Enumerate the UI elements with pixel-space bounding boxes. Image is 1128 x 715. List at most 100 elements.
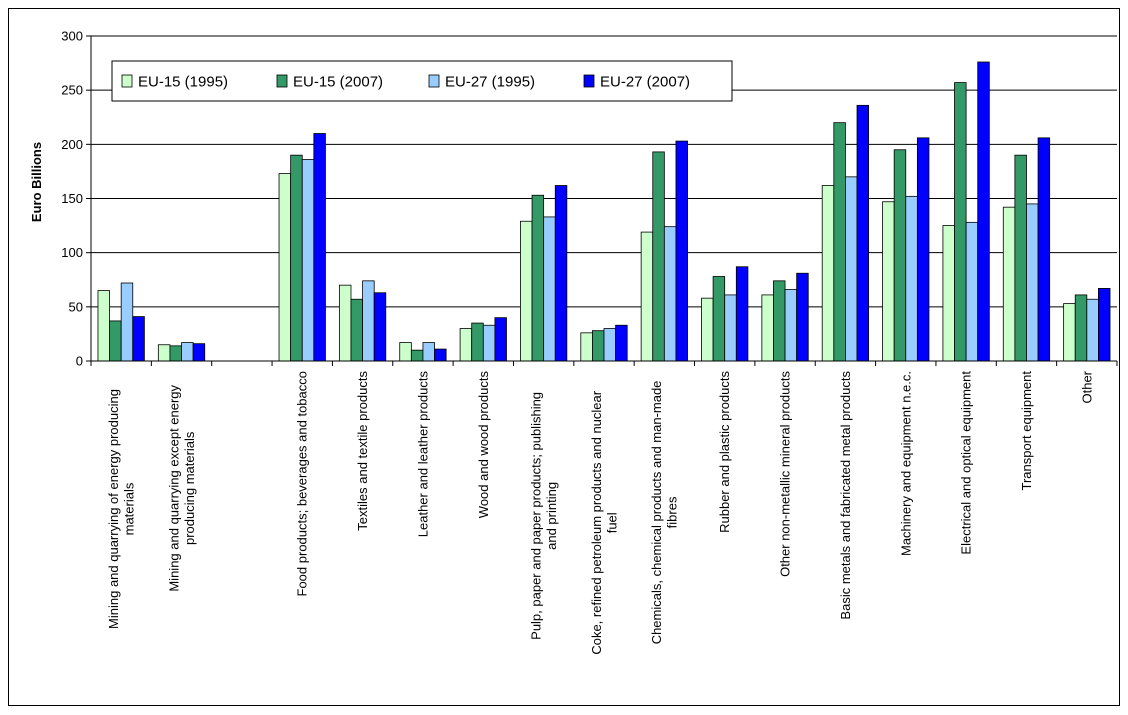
category-label-3: Food products; beverages and tobacco [295,371,310,596]
bar-series-3-cat-13 [916,137,930,362]
bar-series-2-cat-7 [543,216,556,362]
bar-series-2-cat-4 [362,280,375,362]
chart-frame: 0 50 100 150 200 250 300 Mining and quarrying … [8,8,1120,706]
legend-swatch-2 [428,74,440,88]
bar-series-2-cat-1 [181,342,194,362]
bar-series-3-cat-10 [735,266,749,362]
bar-series-3-cat-11 [796,272,809,362]
bar-series-3-cat-9 [675,140,688,362]
bar-series-3-cat-16 [1098,288,1111,362]
y-tick-label-0: 0 [76,354,83,369]
bar-series-1-cat-12 [833,122,846,362]
bar-series-1-cat-1 [169,345,182,362]
bar-series-2-cat-9 [663,226,677,362]
y-tick-labels: 0 50 100 150 200 250 300 [61,29,83,369]
y-tick-label-300: 300 [61,29,83,44]
legend-label-0: EU-15 (1995) [138,74,228,91]
bar-series-1-cat-16 [1074,294,1088,362]
bar-series-3-cat-3 [313,133,326,362]
category-label-0: Mining and quarrying of energy producing… [106,389,137,629]
bar-series-2-cat-13 [905,195,918,362]
category-label-8: Coke, refined petroleum products and nuc… [589,390,620,654]
bar-series-3-cat-14 [977,61,990,362]
category-label-14: Electrical and optical equipment [959,371,974,555]
bar-series-1-cat-4 [350,298,363,362]
bars [97,61,1111,362]
bar-series-0-cat-10 [701,297,714,362]
bar-series-3-cat-6 [494,317,507,362]
legend-label-3: EU-27 (2007) [600,74,690,91]
bar-series-1-cat-10 [712,276,726,362]
legend-box [111,60,733,102]
category-label-16: Other [1079,370,1094,403]
category-label-5: Leather and leather products [415,371,430,538]
bar-series-1-cat-7 [531,194,545,362]
bar-series-1-cat-6 [471,322,484,362]
bar-series-2-cat-12 [845,176,858,362]
bar-series-2-cat-6 [482,324,496,362]
category-label-10: Rubber and plastic products [717,371,732,533]
bar-series-0-cat-1 [157,344,171,362]
bar-series-0-cat-16 [1063,303,1076,362]
category-label-1: Mining and quarrying except energyproduc… [166,384,197,591]
bar-series-0-cat-7 [520,220,533,362]
bar-series-2-cat-16 [1086,298,1099,362]
y-tick-label-250: 250 [61,83,83,98]
bar-series-0-cat-8 [580,332,593,362]
bar-series-3-cat-5 [434,348,447,362]
legend-swatch-1 [276,74,288,88]
category-label-12: Basic metals and fabricated metal produc… [838,371,853,620]
bar-series-3-cat-8 [615,324,628,362]
y-tick-label-100: 100 [61,245,83,260]
bar-series-2-cat-5 [422,342,435,362]
bar-series-2-cat-10 [724,294,737,362]
legend-label-2: EU-27 (1995) [445,74,535,91]
category-label-6: Wood and wood products [476,371,491,519]
bar-series-0-cat-9 [640,231,654,362]
bar-series-0-cat-14 [942,225,955,362]
legend: EU-15 (1995) EU-15 (2007) EU-27 (1995) EU-2… [111,60,733,102]
legend-label-1: EU-15 (2007) [293,74,383,91]
bar-series-3-cat-1 [192,343,206,362]
bar-series-0-cat-13 [882,201,895,362]
y-tick-label-150: 150 [61,191,83,206]
bar-series-1-cat-8 [592,330,605,362]
category-label-11: Other non-metallic mineral products [778,371,793,577]
bar-series-2-cat-3 [301,159,315,362]
bar-series-2-cat-0 [120,282,134,362]
bar-series-2-cat-15 [1026,203,1039,362]
bar-series-0-cat-6 [459,328,473,362]
bar-series-3-cat-0 [132,316,145,362]
bar-series-0-cat-3 [278,173,292,362]
bar-chart: 0 50 100 150 200 250 300 Mining and quarrying … [29,29,1118,655]
bar-series-1-cat-13 [893,149,907,362]
bar-series-0-cat-0 [97,290,110,362]
category-label-13: Machinery and equipment n.e.c. [898,371,913,556]
legend-swatch-3 [583,74,595,88]
bar-series-1-cat-9 [652,151,665,362]
bar-series-3-cat-12 [856,104,870,362]
bar-series-0-cat-15 [1002,206,1016,362]
bar-series-2-cat-8 [603,328,617,362]
bar-series-0-cat-4 [338,284,352,362]
bar-series-2-cat-14 [965,221,979,362]
bar-series-0-cat-12 [821,185,835,362]
y-tick-label-200: 200 [61,137,83,152]
bar-series-1-cat-5 [410,349,424,362]
bar-series-1-cat-0 [109,320,122,362]
bar-series-1-cat-11 [773,280,786,362]
legend-swatch-0 [121,74,133,88]
bar-series-0-cat-11 [761,294,774,362]
category-labels: Mining and quarrying of energy producing… [106,370,1094,654]
bar-series-3-cat-7 [554,185,568,362]
y-tick-label-50: 50 [69,299,83,314]
bar-series-1-cat-3 [290,154,303,362]
axes [86,35,1118,366]
bar-series-3-cat-15 [1037,137,1051,362]
category-label-15: Transport equipment [1019,371,1034,491]
category-label-4: Textiles and textile products [355,371,370,531]
bar-series-0-cat-5 [399,342,412,362]
bar-series-2-cat-11 [784,289,798,362]
bar-series-3-cat-4 [373,292,387,362]
category-label-7: Pulp, paper and paper products; publishi… [528,392,559,640]
